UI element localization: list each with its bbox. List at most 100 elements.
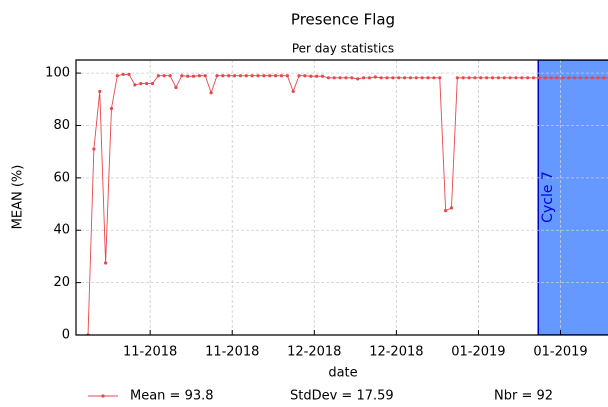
point xyxy=(297,74,301,78)
point xyxy=(291,89,295,94)
point xyxy=(104,261,108,265)
point xyxy=(338,76,342,80)
point xyxy=(350,76,354,80)
point xyxy=(438,76,442,80)
point xyxy=(244,74,248,78)
point xyxy=(444,208,448,213)
point xyxy=(238,74,243,78)
stat-label: Nbr = 92 xyxy=(494,389,553,404)
point xyxy=(596,76,600,80)
point xyxy=(180,74,184,78)
x-tick-label: 01-2019 xyxy=(451,345,505,360)
point xyxy=(150,81,155,86)
point xyxy=(432,76,436,80)
point xyxy=(315,74,319,78)
x-tick-label: 12-2018 xyxy=(369,345,423,360)
axis-frame xyxy=(75,59,608,336)
point xyxy=(508,76,512,80)
point xyxy=(344,76,348,80)
point xyxy=(531,76,536,80)
point xyxy=(543,76,547,80)
x-tick-label: 01-2019 xyxy=(533,345,587,360)
point xyxy=(285,74,289,78)
point xyxy=(514,76,518,80)
point xyxy=(526,76,530,80)
point xyxy=(221,74,225,78)
point xyxy=(168,74,172,78)
y-tick-label: 100 xyxy=(45,66,70,81)
point xyxy=(133,83,137,87)
point xyxy=(326,76,330,80)
point xyxy=(373,75,377,79)
point xyxy=(197,74,202,78)
point xyxy=(274,74,278,78)
y-tick-label: 40 xyxy=(53,223,70,238)
point xyxy=(121,72,125,77)
point xyxy=(461,76,465,80)
point xyxy=(162,74,166,78)
point xyxy=(320,74,325,78)
point xyxy=(590,76,594,80)
point xyxy=(303,74,307,78)
point xyxy=(92,147,96,151)
point xyxy=(309,74,313,78)
point xyxy=(256,74,260,78)
point xyxy=(186,74,190,78)
point xyxy=(520,76,524,80)
point xyxy=(385,76,389,80)
point xyxy=(145,81,149,86)
point xyxy=(449,206,454,210)
point xyxy=(485,76,489,80)
y-tick-label: 80 xyxy=(53,118,70,133)
stat-label: StdDev = 17.59 xyxy=(290,389,394,404)
point xyxy=(408,76,413,80)
legend-label: Mean = 93.8 xyxy=(130,389,214,404)
y-tick-label: 60 xyxy=(53,170,70,185)
x-tick-label: 11-2018 xyxy=(123,345,177,360)
series-line xyxy=(87,73,608,335)
point xyxy=(127,72,131,77)
point xyxy=(584,76,588,80)
point xyxy=(109,106,114,111)
point xyxy=(555,76,559,80)
point xyxy=(279,74,284,78)
point xyxy=(496,76,500,80)
point xyxy=(502,76,506,80)
legend-marker xyxy=(101,394,105,398)
point xyxy=(361,76,366,80)
point xyxy=(332,76,336,80)
point xyxy=(250,74,254,78)
point xyxy=(537,76,542,80)
point xyxy=(227,74,231,78)
y-tick-label: 0 xyxy=(62,328,70,343)
x-axis-label: date xyxy=(328,366,357,381)
plot-area xyxy=(76,60,608,335)
point xyxy=(397,76,401,80)
y-tick-label: 20 xyxy=(53,275,70,290)
chart-subtitle: Per day statistics xyxy=(292,42,394,56)
cycle-span xyxy=(537,60,608,335)
point xyxy=(549,76,553,80)
chart-title: Presence Flag xyxy=(291,11,395,29)
point xyxy=(567,76,571,80)
point xyxy=(139,81,143,86)
point xyxy=(215,74,219,78)
point xyxy=(602,76,606,80)
point xyxy=(262,74,266,78)
point xyxy=(467,76,471,80)
point xyxy=(391,76,395,80)
point xyxy=(561,76,565,80)
cycle-label: Cycle 7 xyxy=(540,171,556,223)
point xyxy=(191,74,196,78)
point xyxy=(367,76,372,80)
point xyxy=(98,89,102,94)
point xyxy=(174,85,178,90)
point xyxy=(356,77,360,81)
point xyxy=(209,91,213,95)
axes: 0 20 40 60 80 100 11-2018 11-2018 12-2018 12-2018… xyxy=(45,59,608,360)
point xyxy=(156,74,160,78)
point xyxy=(490,76,495,80)
point xyxy=(479,76,483,80)
point xyxy=(473,76,477,80)
